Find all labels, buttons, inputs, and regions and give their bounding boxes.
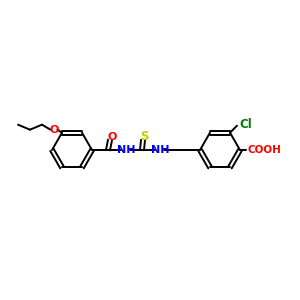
Text: O: O <box>107 132 117 142</box>
Text: NH: NH <box>117 145 135 155</box>
Text: COOH: COOH <box>247 145 281 155</box>
Text: S: S <box>140 130 148 143</box>
Text: Cl: Cl <box>239 118 252 131</box>
Text: O: O <box>49 125 59 135</box>
Text: NH: NH <box>151 145 169 155</box>
